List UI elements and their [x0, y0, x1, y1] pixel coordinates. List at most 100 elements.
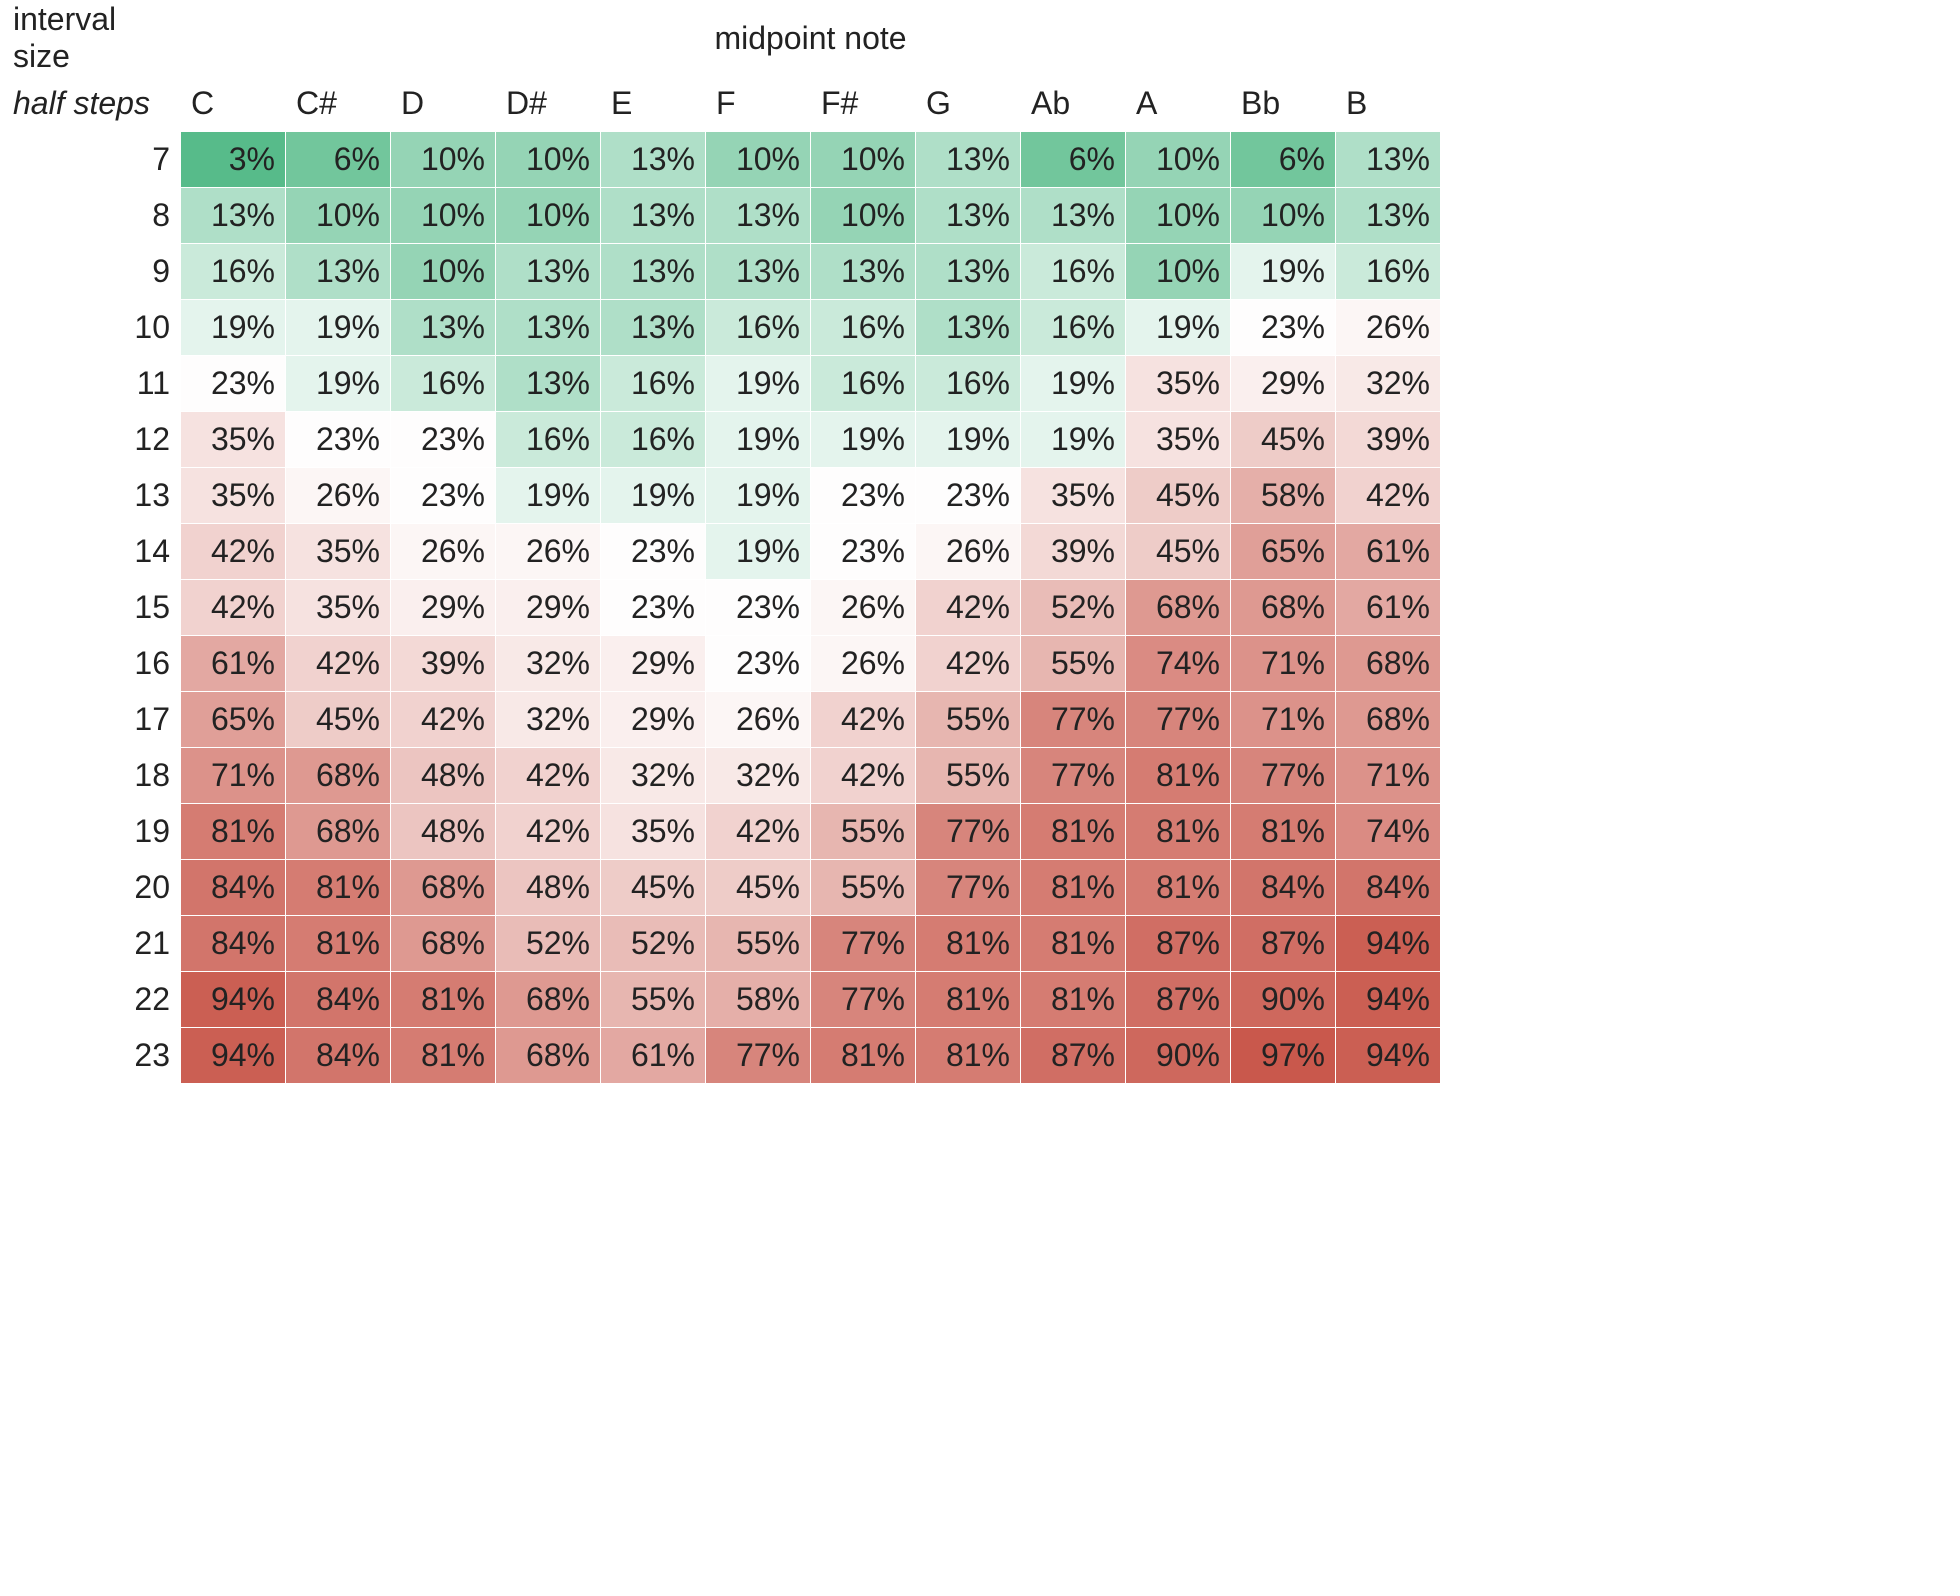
data-cell: 68%: [496, 1028, 601, 1084]
data-cell: 10%: [1126, 244, 1231, 300]
note-header: D: [391, 76, 496, 132]
data-cell: 16%: [706, 300, 811, 356]
data-cell: 35%: [601, 804, 706, 860]
data-cell: 81%: [811, 1028, 916, 1084]
data-cell: 81%: [1021, 804, 1126, 860]
data-cell: 16%: [601, 356, 706, 412]
data-cell: 16%: [1021, 300, 1126, 356]
data-cell: 16%: [811, 300, 916, 356]
data-cell: 10%: [706, 132, 811, 188]
data-cell: 84%: [181, 916, 286, 972]
data-cell: 13%: [916, 300, 1021, 356]
data-cell: 39%: [1021, 524, 1126, 580]
data-cell: 10%: [811, 188, 916, 244]
row-header: 19: [1, 804, 181, 860]
data-cell: 55%: [1021, 636, 1126, 692]
data-cell: 26%: [286, 468, 391, 524]
data-cell: 42%: [811, 748, 916, 804]
row-header: 18: [1, 748, 181, 804]
data-cell: 48%: [496, 860, 601, 916]
data-cell: 26%: [706, 692, 811, 748]
note-header: F: [706, 76, 811, 132]
data-cell: 10%: [391, 244, 496, 300]
data-cell: 16%: [811, 356, 916, 412]
data-cell: 19%: [916, 412, 1021, 468]
data-cell: 6%: [1231, 132, 1336, 188]
data-cell: 68%: [1336, 692, 1441, 748]
data-cell: 42%: [181, 524, 286, 580]
data-cell: 13%: [706, 188, 811, 244]
note-header: F#: [811, 76, 916, 132]
data-cell: 23%: [706, 580, 811, 636]
data-cell: 32%: [496, 636, 601, 692]
data-cell: 42%: [181, 580, 286, 636]
data-cell: 32%: [601, 748, 706, 804]
data-cell: 35%: [181, 468, 286, 524]
data-cell: 32%: [496, 692, 601, 748]
data-cell: 52%: [601, 916, 706, 972]
data-cell: 81%: [286, 916, 391, 972]
table-row: 2394%84%81%68%61%77%81%81%87%90%97%94%: [1, 1028, 1441, 1084]
row-header: 10: [1, 300, 181, 356]
data-cell: 10%: [1231, 188, 1336, 244]
data-cell: 68%: [1231, 580, 1336, 636]
note-header: G: [916, 76, 1021, 132]
note-header: E: [601, 76, 706, 132]
data-cell: 52%: [1021, 580, 1126, 636]
data-cell: 26%: [811, 636, 916, 692]
data-cell: 81%: [1021, 916, 1126, 972]
row-header: 11: [1, 356, 181, 412]
row-header: 21: [1, 916, 181, 972]
data-cell: 13%: [916, 188, 1021, 244]
table-row: 1765%45%42%32%29%26%42%55%77%77%71%68%: [1, 692, 1441, 748]
table-row: 1335%26%23%19%19%19%23%23%35%45%58%42%: [1, 468, 1441, 524]
row-header: 22: [1, 972, 181, 1028]
data-cell: 55%: [706, 916, 811, 972]
data-cell: 10%: [496, 132, 601, 188]
data-cell: 29%: [496, 580, 601, 636]
data-cell: 42%: [496, 748, 601, 804]
data-cell: 29%: [601, 636, 706, 692]
data-cell: 13%: [1336, 188, 1441, 244]
data-cell: 13%: [496, 244, 601, 300]
data-cell: 19%: [601, 468, 706, 524]
data-cell: 35%: [286, 580, 391, 636]
data-cell: 13%: [811, 244, 916, 300]
data-cell: 39%: [1336, 412, 1441, 468]
data-cell: 94%: [181, 972, 286, 1028]
data-cell: 3%: [181, 132, 286, 188]
data-cell: 71%: [1336, 748, 1441, 804]
data-cell: 55%: [916, 692, 1021, 748]
data-cell: 23%: [391, 412, 496, 468]
data-cell: 42%: [1336, 468, 1441, 524]
table-row: 813%10%10%10%13%13%10%13%13%10%10%13%: [1, 188, 1441, 244]
table-row: 2084%81%68%48%45%45%55%77%81%81%84%84%: [1, 860, 1441, 916]
data-cell: 13%: [916, 132, 1021, 188]
data-cell: 16%: [496, 412, 601, 468]
data-cell: 10%: [391, 188, 496, 244]
data-cell: 77%: [811, 916, 916, 972]
data-cell: 81%: [916, 1028, 1021, 1084]
data-cell: 52%: [496, 916, 601, 972]
data-cell: 32%: [1336, 356, 1441, 412]
data-cell: 61%: [601, 1028, 706, 1084]
table-row: 2184%81%68%52%52%55%77%81%81%87%87%94%: [1, 916, 1441, 972]
data-cell: 42%: [916, 580, 1021, 636]
data-cell: 23%: [601, 580, 706, 636]
data-cell: 94%: [1336, 972, 1441, 1028]
data-cell: 26%: [1336, 300, 1441, 356]
corner-header: interval size: [1, 1, 181, 76]
data-cell: 16%: [181, 244, 286, 300]
data-cell: 74%: [1126, 636, 1231, 692]
data-cell: 68%: [391, 916, 496, 972]
data-cell: 10%: [1126, 132, 1231, 188]
data-cell: 42%: [706, 804, 811, 860]
data-cell: 29%: [391, 580, 496, 636]
row-header: 7: [1, 132, 181, 188]
data-cell: 16%: [1021, 244, 1126, 300]
data-cell: 19%: [1021, 356, 1126, 412]
data-cell: 65%: [181, 692, 286, 748]
data-cell: 48%: [391, 804, 496, 860]
note-header: Ab: [1021, 76, 1126, 132]
data-cell: 81%: [181, 804, 286, 860]
